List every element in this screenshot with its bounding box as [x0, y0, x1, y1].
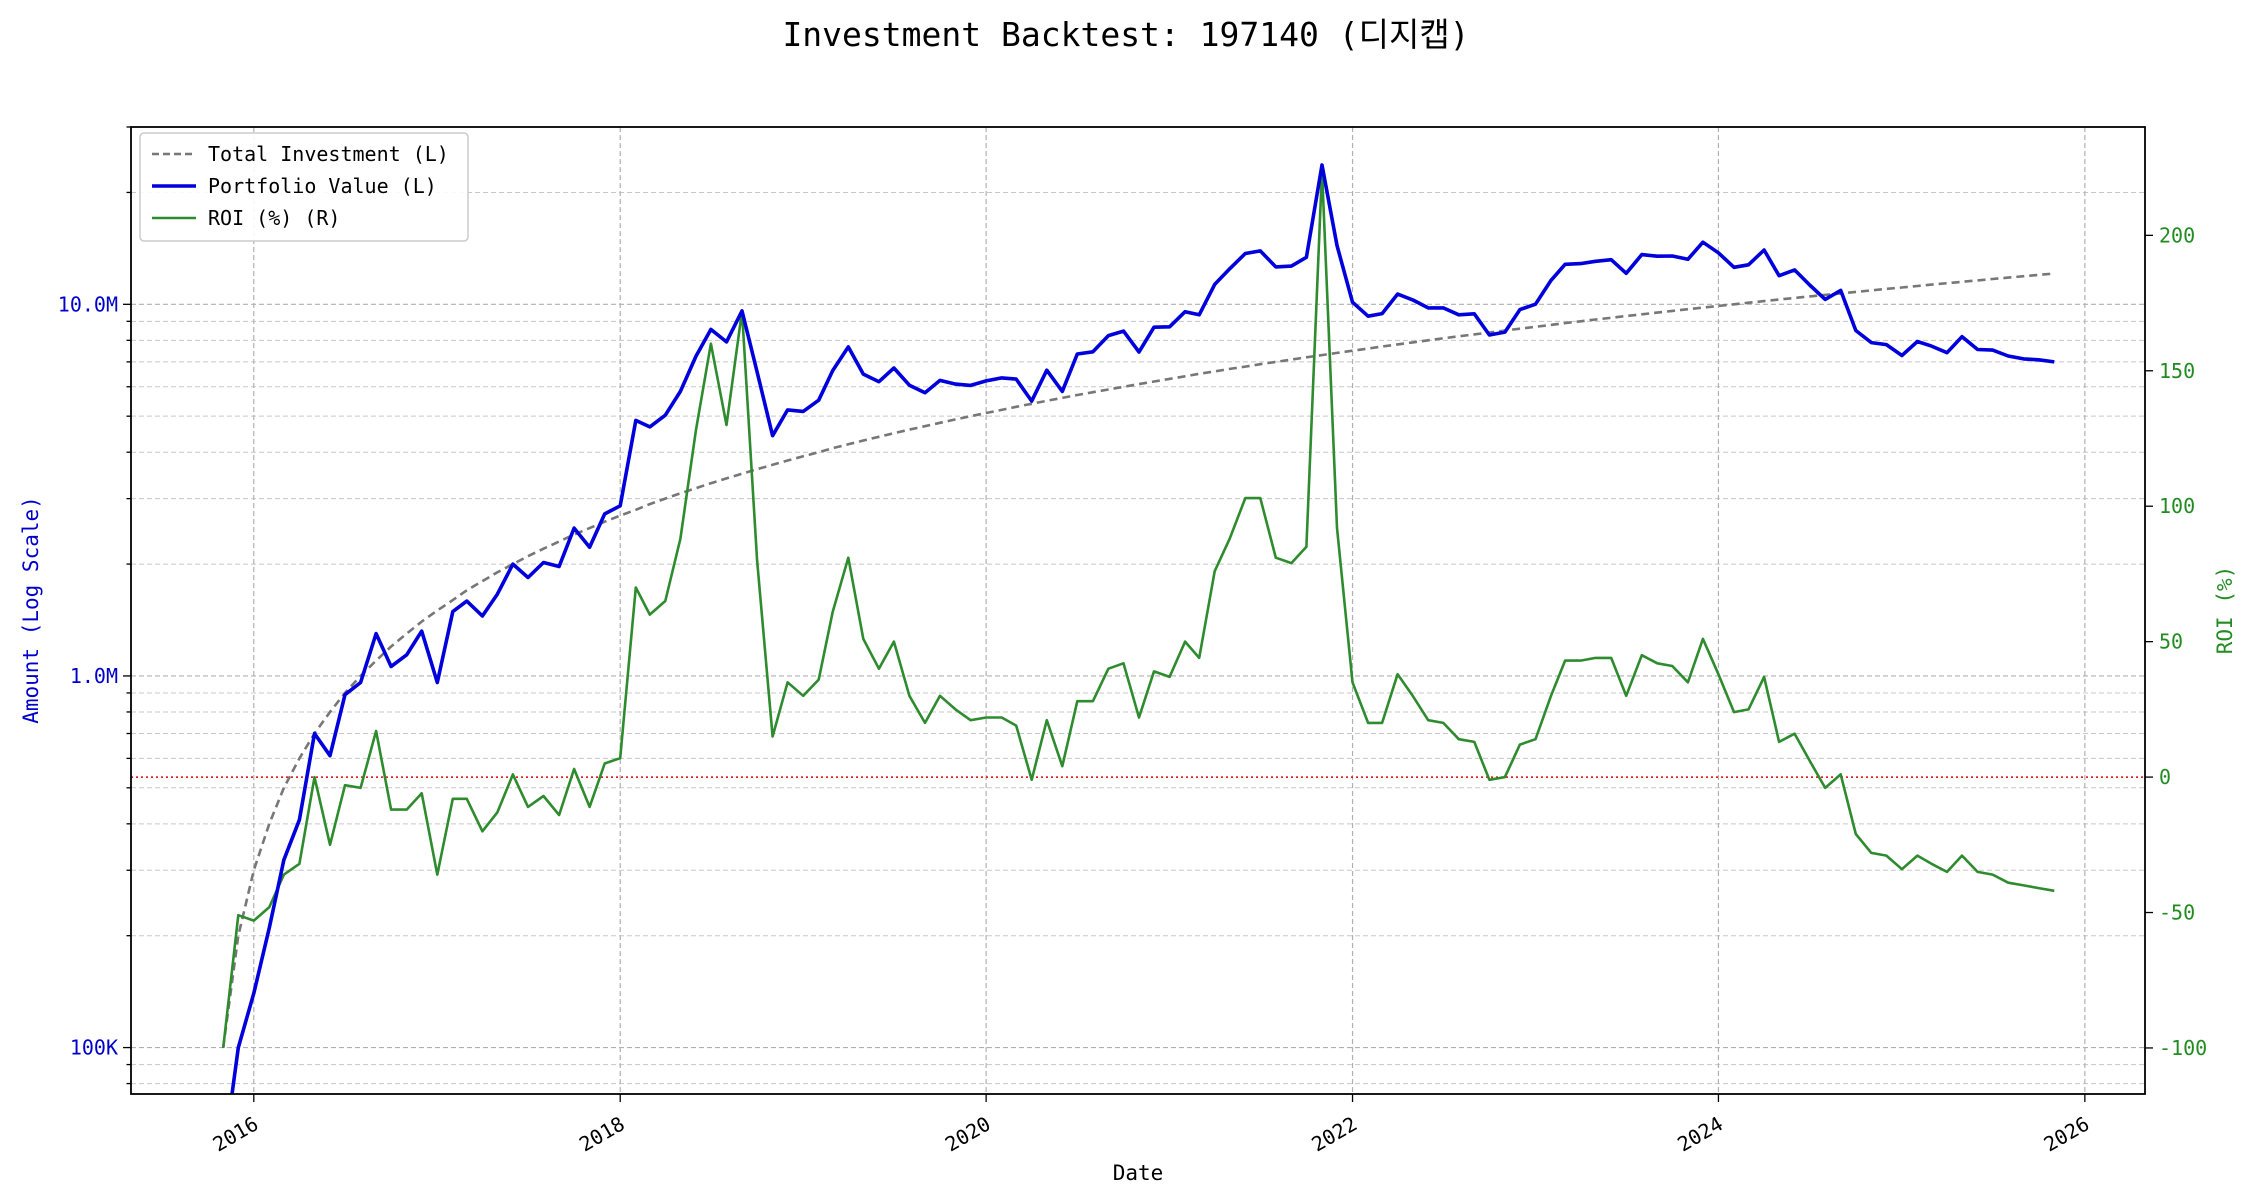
right-tick-label: -100 — [2159, 1036, 2207, 1060]
left-tick-label: 100K — [70, 1036, 118, 1060]
plot-frame — [130, 126, 2146, 1095]
total-investment-line — [221, 272, 2055, 1048]
right-tick-label: 200 — [2159, 223, 2195, 247]
left-axis-label: Amount (Log Scale) — [19, 496, 43, 724]
x-tick-label: 2024 — [1673, 1112, 1727, 1157]
legend-box — [139, 132, 469, 242]
series-group — [221, 163, 2055, 1094]
x-tick-label: 2020 — [941, 1112, 995, 1157]
left-tick-label: 1.0M — [70, 664, 118, 688]
legend-label-roi: ROI (%) (R) — [208, 206, 340, 230]
portfolio-value-line — [230, 163, 2055, 1094]
chart-title: Investment Backtest: 197140 (디지캡) — [782, 15, 1469, 54]
right-axis-label: ROI (%) — [2213, 566, 2237, 655]
right-tick-label: 150 — [2159, 359, 2195, 383]
legend-label-portfolio: Portfolio Value (L) — [208, 174, 437, 198]
legend: Total Investment (L) Portfolio Value (L)… — [139, 132, 469, 242]
x-tick-label: 2018 — [575, 1112, 629, 1157]
x-tick-label: 2026 — [2040, 1112, 2094, 1157]
right-axis-ticks: -100 -50 0 50 100 150 200 — [2145, 223, 2207, 1060]
grid-lines — [131, 126, 2145, 1094]
roi-line — [221, 169, 2055, 1049]
legend-label-investment: Total Investment (L) — [208, 142, 449, 166]
x-axis-ticks: 2016 2018 2020 2022 2024 2026 — [209, 1094, 2094, 1157]
right-tick-label: -50 — [2159, 901, 2195, 925]
right-tick-label: 50 — [2159, 630, 2183, 654]
right-tick-label: 100 — [2159, 494, 2195, 518]
x-axis-label: Date — [1113, 1161, 1164, 1185]
x-tick-label: 2016 — [209, 1112, 263, 1157]
left-axis-ticks: 100K 1.0M 10.0M — [58, 126, 131, 1085]
left-tick-label: 10.0M — [58, 292, 118, 316]
x-tick-label: 2022 — [1307, 1112, 1361, 1157]
right-tick-label: 0 — [2159, 765, 2171, 789]
